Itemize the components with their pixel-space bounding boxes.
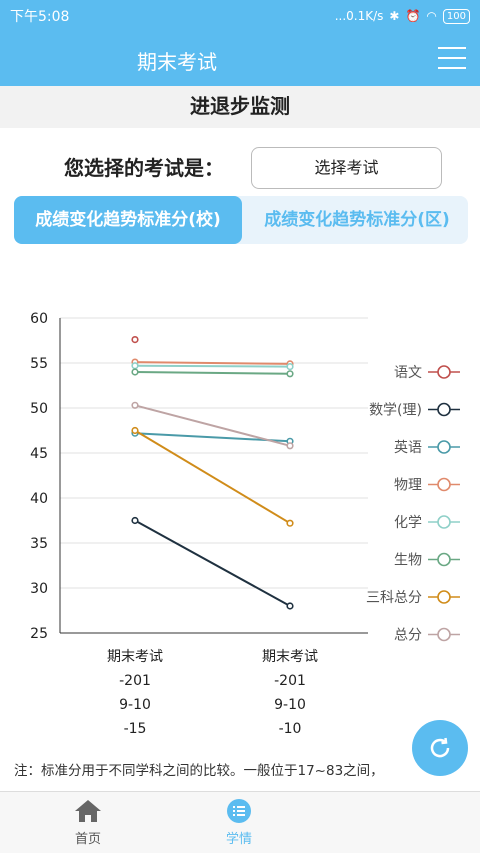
- bottom-nav: 首页 学情: [0, 791, 480, 853]
- select-exam-button[interactable]: 选择考试: [251, 147, 442, 189]
- legend-label: 生物: [394, 553, 422, 569]
- section-title: 进退步监测: [0, 86, 480, 128]
- nav-home[interactable]: 首页: [48, 798, 128, 847]
- status-time: 下午5:08: [10, 9, 70, 25]
- legend-label: 数学(理): [369, 403, 422, 419]
- y-tick-label: 30: [30, 581, 48, 597]
- legend-marker: [437, 627, 451, 642]
- exam-select-label: 您选择的考试是：: [64, 156, 224, 180]
- series-line: [134, 404, 291, 447]
- legend-marker: [437, 590, 451, 604]
- menu-icon[interactable]: [438, 47, 466, 69]
- nav-study-label: 学情: [225, 832, 252, 847]
- x-tick-label: 9-10: [119, 697, 151, 713]
- note-text: 注：标准分用于不同学科之间的比较。一般位于17~83之间，: [14, 763, 384, 779]
- data-point: [131, 516, 139, 525]
- series-line: [134, 429, 291, 525]
- tab-bar: 成绩变化趋势标准分(校) 成绩变化趋势标准分(区): [14, 196, 468, 244]
- legend-marker: [437, 515, 451, 529]
- legend-marker: [437, 440, 451, 454]
- legend-marker: [437, 477, 451, 492]
- tab-school-trend[interactable]: 成绩变化趋势标准分(校): [14, 196, 242, 244]
- legend-label: 三科总分: [366, 590, 422, 606]
- bluetooth-icon: ✱: [389, 9, 400, 23]
- series-line: [134, 519, 291, 607]
- legend-label: 物理: [394, 478, 422, 494]
- legend-label: 化学: [394, 515, 422, 531]
- status-bar: 下午5:08 ...0.1K/s ✱ ⏰ ◠ 100: [0, 0, 480, 32]
- y-tick-label: 55: [30, 356, 48, 372]
- x-tick-label: -10: [279, 721, 302, 737]
- legend-marker: [437, 402, 451, 417]
- nav-home-label: 首页: [74, 832, 101, 847]
- series-line: [134, 371, 291, 375]
- y-tick-label: 40: [30, 491, 48, 507]
- x-tick-label: 期末考试: [262, 649, 318, 665]
- wifi-icon: ◠: [426, 9, 437, 23]
- data-point: [286, 362, 294, 371]
- y-tick-label: 50: [30, 401, 48, 417]
- data-point: [286, 442, 294, 450]
- data-point: [131, 426, 139, 435]
- x-tick-label: 期末考试: [107, 649, 163, 665]
- data-point: [286, 370, 294, 378]
- score-trend-chart: 25 30 35 40 45 50 55 60 期末考试 -201 9-10 -15 期末考试 -201 9…: [30, 311, 460, 737]
- nav-study[interactable]: 学情: [199, 798, 279, 847]
- data-point: [131, 362, 139, 370]
- legend-marker: [437, 365, 451, 379]
- data-point: [131, 368, 139, 376]
- x-tick-label: -15: [124, 721, 147, 737]
- legend-marker: [437, 552, 451, 567]
- y-tick-label: 45: [30, 446, 48, 462]
- refresh-icon: [430, 737, 450, 758]
- tab-district-trend[interactable]: 成绩变化趋势标准分(区): [264, 210, 450, 230]
- app-header: 期末考试: [0, 32, 480, 86]
- legend-label: 语文: [394, 365, 422, 381]
- data-point: [286, 519, 294, 527]
- series-line: [134, 364, 291, 368]
- battery-icon: 100: [442, 8, 470, 24]
- network-speed: ...0.1K/s: [334, 9, 384, 23]
- series-line: [134, 361, 291, 365]
- status-icons: ...0.1K/s ✱ ⏰ ◠ 100: [334, 8, 470, 24]
- x-tick-label: -201: [274, 673, 306, 689]
- x-tick-label: 9-10: [274, 697, 306, 713]
- y-tick-label: 25: [30, 626, 48, 642]
- data-point: [131, 401, 139, 409]
- legend-label: 英语: [394, 439, 422, 456]
- data-point: [286, 602, 294, 610]
- study-list-icon: [227, 799, 251, 823]
- home-icon: [75, 800, 101, 822]
- y-tick-label: 60: [30, 311, 48, 327]
- legend-label: 总分: [394, 628, 422, 644]
- page-title: 期末考试: [137, 50, 217, 74]
- alarm-icon: ⏰: [405, 9, 421, 23]
- y-tick-label: 35: [30, 536, 48, 552]
- refresh-button[interactable]: [412, 720, 468, 776]
- x-tick-label: -201: [119, 673, 151, 689]
- data-point: [131, 335, 139, 344]
